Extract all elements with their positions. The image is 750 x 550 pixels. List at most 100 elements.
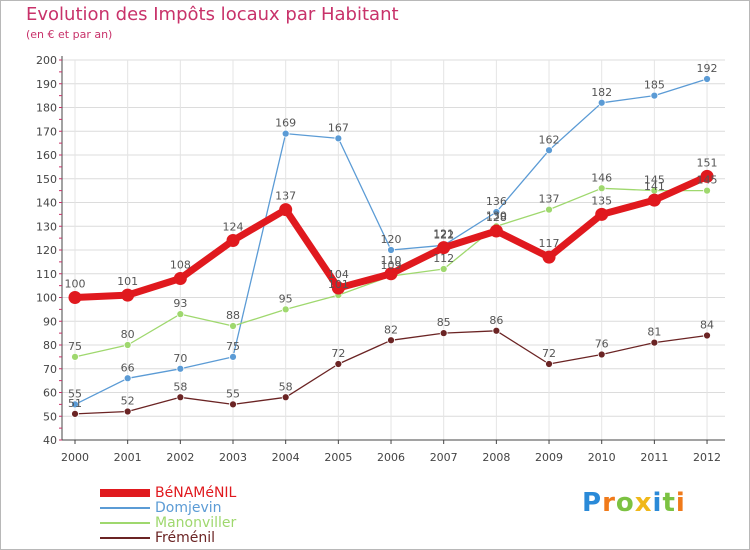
data-point <box>176 393 185 402</box>
y-tick-label: 60 <box>43 387 57 400</box>
data-label: 110 <box>381 254 402 267</box>
logo-letter: x <box>634 488 653 518</box>
data-point <box>489 224 503 238</box>
data-point <box>384 267 398 281</box>
data-point <box>545 146 553 155</box>
data-label: 122 <box>433 228 454 241</box>
data-label: 162 <box>539 133 560 146</box>
data-label: 169 <box>275 117 296 130</box>
data-point <box>439 329 448 338</box>
data-label: 182 <box>591 86 612 99</box>
data-point <box>229 400 237 409</box>
data-point <box>68 291 82 304</box>
data-label: 137 <box>275 190 296 203</box>
y-tick-label: 50 <box>43 410 57 423</box>
x-tick-label: 2010 <box>588 451 616 464</box>
data-point <box>492 326 501 335</box>
data-label: 128 <box>486 211 507 224</box>
x-tick-label: 2005 <box>324 451 352 464</box>
data-label: 72 <box>542 347 556 360</box>
data-label: 130 <box>486 209 507 222</box>
y-tick-label: 130 <box>36 220 57 233</box>
data-label: 80 <box>121 328 135 341</box>
data-point <box>281 129 290 138</box>
data-label: 101 <box>328 278 349 291</box>
x-tick-label: 2000 <box>61 451 89 464</box>
data-point <box>121 288 135 302</box>
data-label: 108 <box>170 259 191 272</box>
data-label: 86 <box>489 314 503 327</box>
legend-label-fremenil: Fréménil <box>155 530 215 546</box>
data-label: 84 <box>700 319 714 332</box>
data-point <box>123 407 132 416</box>
data-point <box>71 409 79 418</box>
legend-swatch-benamenil <box>100 489 150 497</box>
data-label: 55 <box>68 387 82 400</box>
data-label: 141 <box>644 180 665 193</box>
data-label: 120 <box>381 233 402 246</box>
data-point <box>545 205 553 214</box>
legend-label-benamenil: BéNAMéNIL <box>155 485 237 501</box>
data-point <box>123 341 132 349</box>
data-label: 124 <box>223 221 244 234</box>
data-label: 52 <box>121 395 135 408</box>
data-label: 82 <box>384 323 398 336</box>
y-tick-label: 90 <box>43 315 57 328</box>
data-label: 93 <box>173 297 187 310</box>
legend-swatch-fremenil <box>100 537 150 539</box>
y-tick-label: 70 <box>43 363 57 376</box>
x-tick-label: 2009 <box>535 451 563 464</box>
data-label: 104 <box>328 268 349 281</box>
data-label: 85 <box>437 316 451 329</box>
data-point <box>334 360 343 368</box>
data-label: 51 <box>68 397 82 410</box>
data-point <box>281 393 290 402</box>
data-point <box>700 169 714 183</box>
data-point <box>597 350 606 359</box>
data-label: 109 <box>381 259 402 272</box>
data-label: 88 <box>226 309 240 322</box>
data-label: 75 <box>68 340 82 353</box>
data-label: 112 <box>433 252 454 265</box>
data-point <box>703 186 711 195</box>
data-label: 101 <box>117 275 138 288</box>
data-label: 58 <box>279 380 293 393</box>
data-point <box>703 75 711 83</box>
data-point <box>281 305 290 314</box>
data-label: 70 <box>173 352 187 365</box>
data-label: 66 <box>121 361 135 374</box>
data-label: 145 <box>697 174 718 187</box>
y-tick-label: 160 <box>36 149 57 162</box>
data-label: 81 <box>647 326 661 339</box>
y-tick-label: 170 <box>36 125 57 138</box>
data-point <box>71 400 79 409</box>
x-tick-label: 2008 <box>482 451 510 464</box>
y-tick-label: 140 <box>36 197 57 210</box>
data-label: 100 <box>65 278 86 291</box>
y-tick-label: 120 <box>36 244 57 257</box>
data-label: 95 <box>279 292 293 305</box>
x-tick-label: 2006 <box>377 451 405 464</box>
data-point <box>595 207 609 221</box>
x-tick-label: 2004 <box>272 451 300 464</box>
y-tick-label: 40 <box>43 434 57 447</box>
data-label: 76 <box>595 338 609 351</box>
legend-label-domjevin: Domjevin <box>155 500 222 516</box>
x-tick-label: 2007 <box>430 451 458 464</box>
logo-letter: i <box>652 488 663 518</box>
data-label: 136 <box>486 195 507 208</box>
data-label: 117 <box>539 237 560 250</box>
logo-letter: r <box>602 488 616 518</box>
x-tick-label: 2011 <box>640 451 668 464</box>
legend-swatch-manonviller <box>100 522 150 524</box>
data-label: 135 <box>591 194 612 207</box>
y-tick-label: 150 <box>36 173 57 186</box>
logo-letter: o <box>615 488 635 518</box>
data-point <box>334 134 343 143</box>
y-tick-label: 100 <box>36 292 57 305</box>
logo-letter: P <box>582 488 603 518</box>
data-label: 137 <box>539 193 560 206</box>
data-label: 192 <box>697 62 718 75</box>
data-point <box>437 241 451 255</box>
